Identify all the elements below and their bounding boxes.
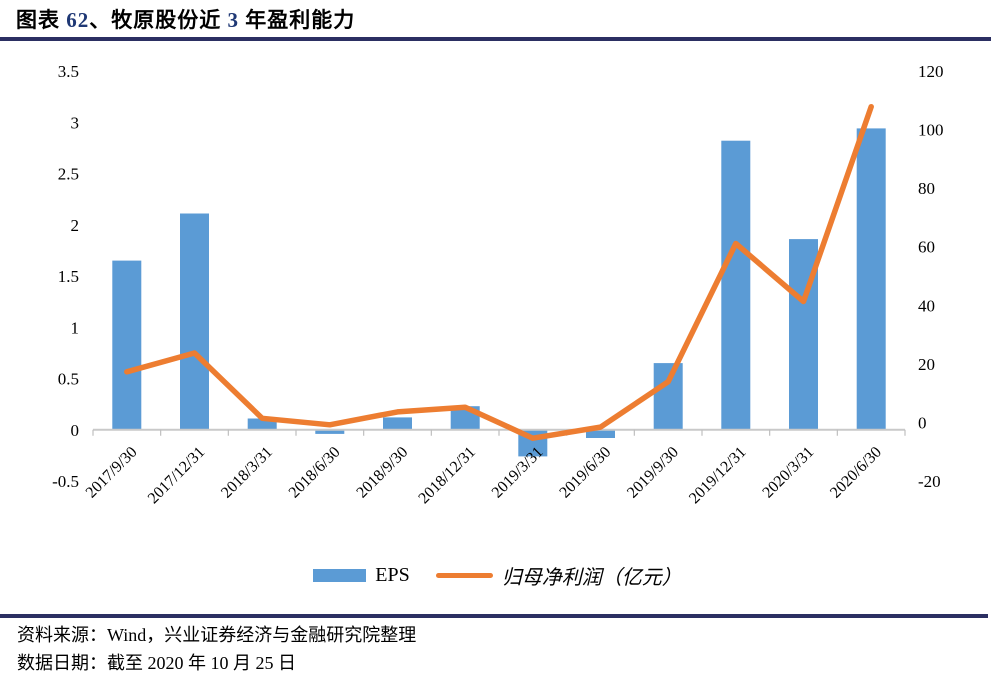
legend-item-netprofit: 归母净利润（亿元） xyxy=(435,561,682,590)
figure-title-part: 、牧原股份近 xyxy=(89,8,228,32)
right-tick-label: 100 xyxy=(918,121,944,140)
x-tick-label: 2019/9/30 xyxy=(624,444,682,502)
right-tick-label: 0 xyxy=(918,413,927,432)
category-axis xyxy=(92,428,906,436)
x-tick-label: 2018/6/30 xyxy=(286,444,344,502)
bar-2018/9/30 xyxy=(383,417,412,430)
eps-bar-swatch-icon xyxy=(313,569,367,582)
left-tick-label: 3.5 xyxy=(58,62,79,81)
bar-2017/12/31 xyxy=(180,213,209,430)
bar-2019/6/30 xyxy=(586,429,615,438)
right-tick-label: 80 xyxy=(918,179,935,198)
x-tick-label: 2018/3/31 xyxy=(218,444,276,502)
x-axis-labels: 2017/9/30 2017/12/31 2018/3/31 2018/6/30 201… xyxy=(83,444,885,508)
left-tick-label: 3 xyxy=(71,113,80,132)
figure-title-part: 图表 xyxy=(16,8,67,32)
left-tick-label: 2 xyxy=(71,216,80,235)
bar-2018/6/30 xyxy=(315,429,345,434)
left-tick-label: 1.5 xyxy=(58,267,79,286)
x-tick-label: 2020/3/31 xyxy=(759,444,817,502)
legend-item-eps: EPS xyxy=(313,564,410,587)
figure-title-part: 3 xyxy=(227,8,239,32)
figure-footer: 资料来源：Wind，兴业证券经济与金融研究院整理 数据日期：截至 2020 年 … xyxy=(0,614,995,677)
source-note: 资料来源：Wind，兴业证券经济与金融研究院整理 xyxy=(17,625,417,645)
x-tick-label: 2019/12/31 xyxy=(686,444,750,508)
legend-label-netprofit: 归母净利润（亿元） xyxy=(501,567,682,589)
left-tick-label: 2.5 xyxy=(58,165,79,184)
left-tick-label: -0.5 xyxy=(52,472,79,491)
left-tick-label: 1 xyxy=(71,318,80,337)
right-tick-label: 120 xyxy=(918,62,944,81)
x-tick-label: 2017/12/31 xyxy=(145,444,209,508)
netprofit-line xyxy=(124,103,874,441)
x-tick-label: 2017/9/30 xyxy=(83,444,141,502)
figure-title-part: 年盈利能力 xyxy=(239,8,356,32)
bar-2019/12/31 xyxy=(721,140,751,430)
right-tick-label: 20 xyxy=(918,355,935,374)
figure-title: 图表 62、牧原股份近 3 年盈利能力 xyxy=(16,4,355,34)
bar-2019/9/30 xyxy=(653,363,683,430)
x-tick-label: 2020/6/30 xyxy=(827,444,885,502)
x-tick-label: 2019/3/31 xyxy=(489,444,547,502)
x-tick-label: 2019/6/30 xyxy=(556,444,614,502)
title-underline xyxy=(0,37,991,41)
left-tick-label: 0.5 xyxy=(58,370,79,389)
right-axis-labels: 120 100 80 60 40 20 0 -20 xyxy=(918,62,944,491)
x-tick-label: 2018/12/31 xyxy=(415,444,479,508)
footer-rule xyxy=(0,614,988,618)
eps-bars xyxy=(112,128,886,457)
right-tick-label: -20 xyxy=(918,472,941,491)
right-tick-label: 60 xyxy=(918,238,935,257)
figure-title-part: 62 xyxy=(66,8,90,32)
data-date-note: 数据日期：截至 2020 年 10 月 25 日 xyxy=(17,653,296,673)
netprofit-line-swatch-icon xyxy=(435,573,493,578)
left-axis-labels: 3.5 3 2.5 2 1.5 1 0.5 0 -0.5 xyxy=(52,62,79,491)
left-tick-label: 0 xyxy=(71,421,80,440)
chart-legend: EPS 归母净利润（亿元） xyxy=(0,561,995,590)
legend-label-eps: EPS xyxy=(375,564,410,586)
bar-2017/9/30 xyxy=(112,260,142,430)
bar-2018/3/31 xyxy=(247,418,277,430)
right-tick-label: 40 xyxy=(918,296,935,315)
x-tick-label: 2018/9/30 xyxy=(353,444,411,502)
eps-netprofit-combo-chart: 3.5 3 2.5 2 1.5 1 0.5 0 -0.5 120 100 80 60 40 20 0 -20 20… xyxy=(52,62,944,508)
bar-2020/6/30 xyxy=(856,128,886,430)
